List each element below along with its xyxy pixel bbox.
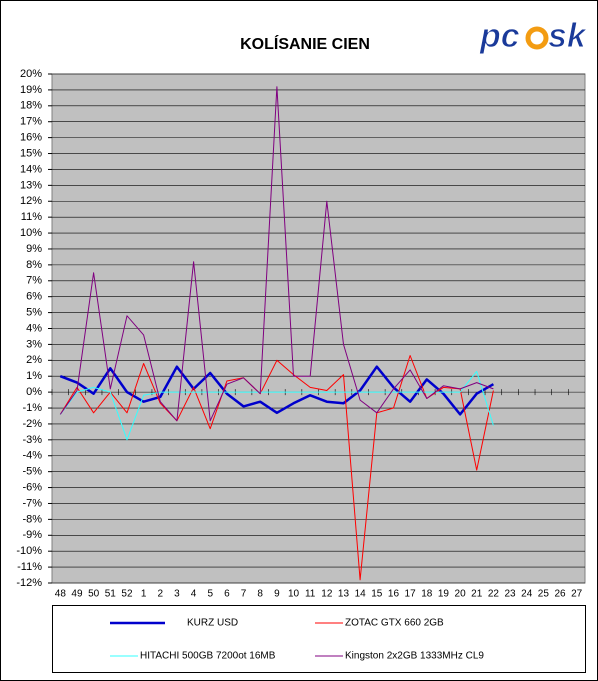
x-tick-label: 9 [274, 589, 280, 600]
y-tick-label: -10% [16, 545, 42, 557]
x-tick-label: 1 [141, 589, 147, 600]
logo-left: pc [479, 17, 520, 55]
x-tick-label: 7 [241, 589, 247, 600]
y-tick-label: 6% [26, 291, 42, 303]
y-tick-label: 19% [20, 84, 42, 96]
y-tick-label: 0% [26, 386, 42, 398]
x-tick-label: 27 [571, 589, 583, 600]
series-line [59, 370, 494, 441]
y-tick-label: 10% [20, 227, 42, 239]
series-line [59, 355, 494, 581]
x-tick-label: 8 [257, 589, 263, 600]
x-tick-label: 14 [355, 589, 367, 600]
y-tick-label: -3% [22, 434, 42, 446]
x-tick-label: 13 [338, 589, 350, 600]
x-tick-label: 15 [371, 589, 383, 600]
x-tick-label: 48 [55, 589, 67, 600]
x-tick-label: 4 [191, 589, 197, 600]
y-tick-label: -1% [22, 402, 42, 414]
y-tick-label: 14% [20, 163, 42, 175]
logo-flame [525, 26, 549, 50]
y-tick-label: 2% [26, 354, 42, 366]
y-tick-label: 16% [20, 132, 42, 144]
x-tick-label: 52 [121, 589, 133, 600]
y-tick-label: 20% [20, 68, 42, 80]
x-tick-label: 22 [488, 589, 500, 600]
y-tick-label: 15% [20, 147, 42, 159]
x-tick-label: 26 [554, 589, 566, 600]
x-tick-label: 20 [455, 589, 467, 600]
x-tick-label: 10 [288, 589, 300, 600]
x-tick-label: 11 [305, 589, 316, 600]
y-tick-label: 5% [26, 307, 42, 319]
x-tick-label: 49 [71, 589, 83, 600]
y-tick-label: 8% [26, 259, 42, 271]
y-tick-label: 12% [20, 195, 42, 207]
legend-label: KURZ USD [187, 618, 238, 629]
y-tick-label: 4% [26, 322, 42, 334]
y-tick-label: -11% [17, 561, 42, 573]
y-tick-label: -7% [22, 497, 42, 509]
x-tick-label: 21 [471, 589, 483, 600]
x-tick-label: 2 [157, 589, 163, 600]
y-tick-label: -2% [22, 418, 42, 430]
legend-label: HITACHI 500GB 7200ot 16MB [140, 651, 276, 662]
y-tick-label: -4% [22, 450, 42, 462]
logo: pc sk [479, 16, 589, 55]
y-tick-label: 11% [21, 211, 42, 223]
series-line [59, 86, 494, 422]
x-tick-label: 3 [174, 589, 180, 600]
x-tick-label: 5 [207, 589, 213, 600]
chart-title: KOLÍSANIE CIEN [240, 34, 370, 53]
x-tick-label: 12 [321, 589, 333, 600]
y-tick-label: 3% [26, 338, 42, 350]
y-tick-label: 7% [26, 275, 42, 287]
y-tick-label: -9% [22, 529, 42, 541]
logo-right: sk [548, 17, 588, 55]
legend [52, 605, 586, 673]
y-tick-label: 18% [20, 100, 42, 112]
x-tick-label: 6 [224, 589, 230, 600]
x-tick-label: 18 [421, 589, 433, 600]
x-tick-label: 50 [88, 589, 100, 600]
x-tick-label: 19 [438, 589, 450, 600]
x-tick-label: 17 [405, 589, 417, 600]
x-tick-label: 51 [105, 589, 117, 600]
y-tick-label: 9% [26, 243, 42, 255]
y-tick-label: 17% [20, 116, 42, 128]
y-tick-label: 1% [26, 370, 42, 382]
y-tick-label: 13% [20, 179, 42, 191]
y-tick-label: -5% [22, 466, 42, 478]
y-tick-label: -12% [16, 577, 42, 589]
x-tick-label: 23 [504, 589, 516, 600]
legend-label: ZOTAC GTX 660 2GB [345, 618, 444, 629]
x-tick-label: 25 [538, 589, 550, 600]
x-tick-label: 16 [388, 589, 400, 600]
y-tick-label: -6% [22, 481, 42, 493]
x-tick-label: 24 [521, 589, 533, 600]
legend-label: Kingston 2x2GB 1333MHz CL9 [345, 651, 484, 662]
y-tick-label: -8% [22, 513, 42, 525]
